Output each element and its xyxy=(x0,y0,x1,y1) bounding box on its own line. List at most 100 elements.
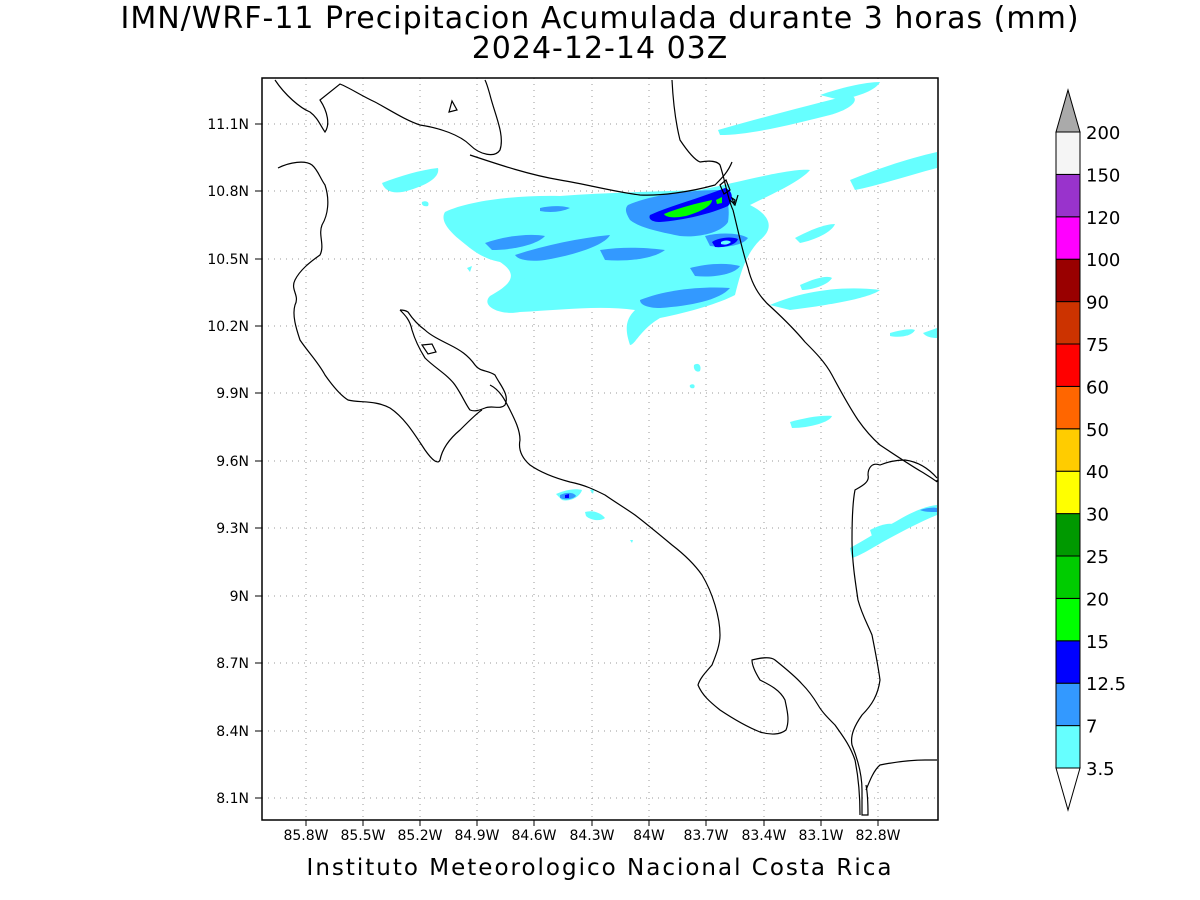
y-tick-label: 8.7N xyxy=(216,656,249,672)
precip-spot-1 xyxy=(693,363,701,372)
precip-medium-layer xyxy=(485,190,937,512)
coastline-pacific-central xyxy=(489,384,861,816)
x-tick-label: 84.9W xyxy=(454,828,499,844)
y-tick-label: 9N xyxy=(230,589,249,605)
colorbar-label: 200 xyxy=(1086,123,1120,144)
coastline-pacific-northwest xyxy=(277,161,483,463)
precip-streak-n1 xyxy=(470,225,530,240)
y-tick-label: 8.1N xyxy=(216,791,249,807)
y-axis-labels: 11.1N 10.8N 10.5N 10.2N 9.9N 9.6N 9.3N 9N 8.7N 8.… xyxy=(207,117,262,807)
precip-band-east-5 xyxy=(890,329,915,337)
colorbar-swatch xyxy=(1055,131,1081,175)
precip-band-northeast-2 xyxy=(820,82,880,100)
colorbar-swatch xyxy=(1055,258,1081,303)
precip-intense-core xyxy=(664,200,712,218)
precip-medium-streak-2 xyxy=(515,235,610,261)
precipitation-field xyxy=(382,82,937,558)
precip-medium-streak-7 xyxy=(540,206,570,212)
precip-band-east-3 xyxy=(800,276,832,290)
precip-heavy-spot-south xyxy=(565,494,569,498)
colorbar-swatch xyxy=(1055,343,1081,387)
y-tick-label: 11.1N xyxy=(207,117,249,133)
colorbar-swatch xyxy=(1055,555,1081,599)
colorbar-label: 60 xyxy=(1086,377,1109,398)
colorbar-min-arrow xyxy=(1055,767,1081,812)
x-tick-label: 84W xyxy=(633,828,665,844)
precip-intense-layer xyxy=(664,197,722,218)
colorbar-label: 90 xyxy=(1086,293,1109,314)
y-tick-label: 10.8N xyxy=(207,184,249,200)
y-tick-label: 8.4N xyxy=(216,724,249,740)
precip-band-northeast-3 xyxy=(850,152,937,190)
precip-spot-3 xyxy=(467,266,472,272)
colorbar-label: 12.5 xyxy=(1086,674,1126,695)
colorbar-swatch xyxy=(1055,301,1081,345)
border-costarica-panama xyxy=(850,459,938,816)
precip-medium-streak-1 xyxy=(485,234,545,250)
colorbar-label: 150 xyxy=(1086,165,1120,186)
coastlines xyxy=(274,79,938,816)
nicaragua-lake-island xyxy=(448,99,458,113)
map-datetime: 2024-12-14 03Z xyxy=(471,31,729,66)
colorbar-swatch xyxy=(1055,385,1081,430)
colorbar-label: 50 xyxy=(1086,420,1109,441)
colorbar-swatch xyxy=(1055,513,1081,557)
precip-band-southeast xyxy=(850,505,937,558)
coastline-nicaragua-north xyxy=(274,79,502,156)
x-tick-label: 84.3W xyxy=(569,828,614,844)
precip-spot-4 xyxy=(421,201,429,207)
precip-spot-south-2 xyxy=(585,511,605,521)
y-tick-label: 9.3N xyxy=(216,521,249,537)
coastline-gulf-nicoya xyxy=(399,309,507,412)
colorbar-label: 75 xyxy=(1086,335,1109,356)
precip-streak-n2 xyxy=(520,268,580,287)
colorbar-max-arrow xyxy=(1055,88,1081,133)
precip-band-southeast-2 xyxy=(870,523,895,536)
colorbar-swatch xyxy=(1055,216,1081,260)
x-tick-label: 85.2W xyxy=(397,828,442,844)
precip-inner-light-spot xyxy=(721,240,731,245)
colorbar-swatch xyxy=(1055,470,1081,515)
precip-light-layer xyxy=(382,82,937,558)
x-tick-label: 83.4W xyxy=(741,828,786,844)
precip-band-east-4 xyxy=(790,415,832,428)
colorbar-swatch xyxy=(1055,640,1081,684)
precip-band-east-6 xyxy=(923,328,937,338)
precip-spot-2 xyxy=(689,384,695,389)
border-nicaragua-costarica xyxy=(469,154,733,196)
precip-band-northeast-1 xyxy=(718,95,855,135)
precip-spot-south-4 xyxy=(630,540,633,543)
colorbar-swatch xyxy=(1055,428,1081,472)
institution-credit: Instituto Meteorologico Nacional Costa R… xyxy=(306,855,894,881)
coastline-caribbean-north xyxy=(671,79,734,211)
y-tick-label: 10.5N xyxy=(207,252,249,268)
colorbar-label: 15 xyxy=(1086,632,1109,653)
map-title: IMN/WRF-11 Precipitacion Acumulada duran… xyxy=(120,1,1080,36)
precip-intense-spot xyxy=(716,197,722,204)
coastline-panama-pacific xyxy=(865,759,937,791)
x-axis-labels: 85.8W 85.5W 85.2W 84.9W 84.6W 84.3W 84W 83.7W 83… xyxy=(283,820,901,844)
colorbar-label: 40 xyxy=(1086,462,1109,483)
colorbar-label: 7 xyxy=(1086,717,1097,738)
x-tick-label: 85.5W xyxy=(340,828,385,844)
x-tick-label: 82.8W xyxy=(855,828,900,844)
nicaragua-isthmus xyxy=(729,194,739,207)
precip-band-east-2 xyxy=(770,288,880,310)
precip-medium-streak-4 xyxy=(690,263,740,277)
colorbar-label: 25 xyxy=(1086,547,1109,568)
coastline-caribbean-costarica xyxy=(732,209,938,483)
precip-medium-spot-se xyxy=(920,507,937,512)
precip-band-northwest xyxy=(382,168,439,193)
y-tick-label: 9.9N xyxy=(216,386,249,402)
x-tick-label: 83.1W xyxy=(798,828,843,844)
colorbar-label: 30 xyxy=(1086,505,1109,526)
colorbar-swatch xyxy=(1055,597,1081,642)
colorbar-label: 100 xyxy=(1086,250,1120,271)
map-frame xyxy=(261,77,939,821)
colorbar-swatch xyxy=(1055,173,1081,218)
x-tick-label: 83.7W xyxy=(683,828,728,844)
y-tick-label: 10.2N xyxy=(207,319,249,335)
precip-band-east-1 xyxy=(795,224,835,243)
